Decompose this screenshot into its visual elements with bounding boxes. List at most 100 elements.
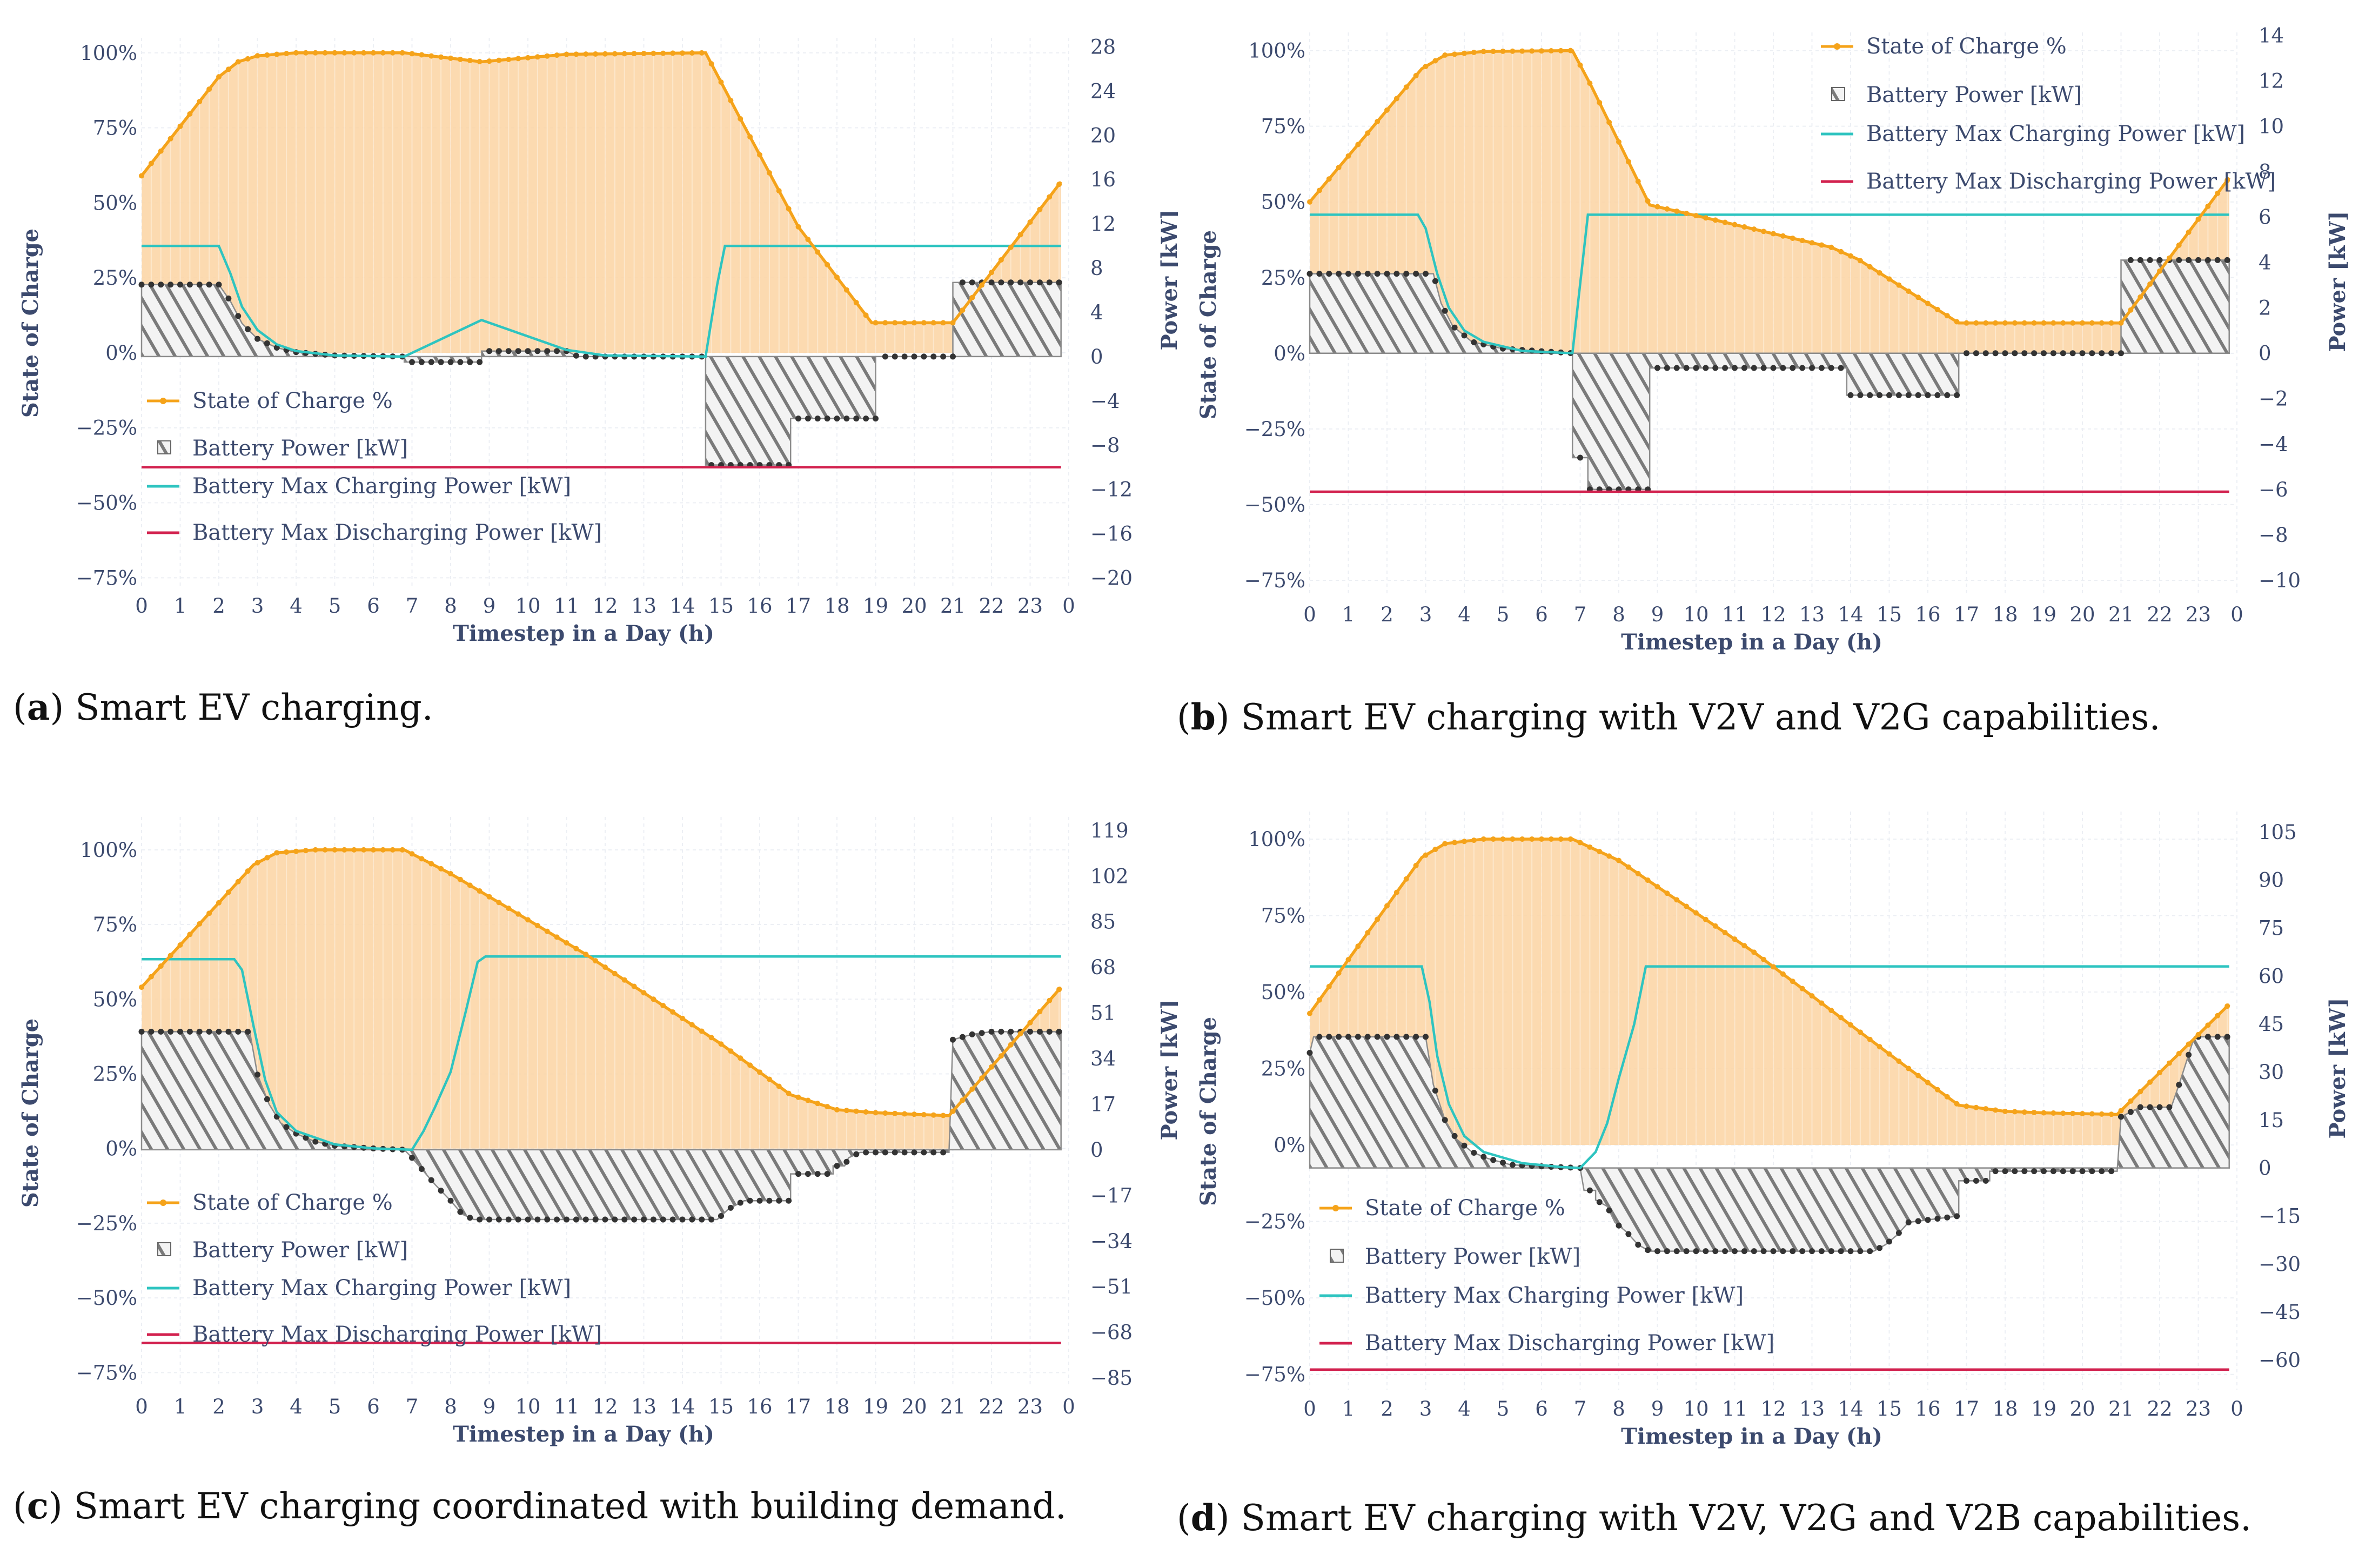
x-tick-label: 7 (406, 594, 419, 618)
soc-point (873, 320, 879, 326)
soc-area (142, 849, 1061, 1149)
x-tick-label: 15 (1877, 1397, 1902, 1420)
battery-power-point (2224, 257, 2230, 263)
soc-point (506, 906, 512, 912)
soc-tick-label: 0% (105, 341, 137, 365)
power-tick-label: −4 (1090, 390, 1120, 413)
soc-point (534, 923, 540, 929)
soc-point (322, 50, 328, 56)
battery-power-point (1036, 279, 1043, 286)
x-tick-label: 6 (367, 1395, 380, 1418)
battery-power-point (940, 1149, 947, 1156)
battery-power-point (186, 1028, 193, 1035)
soc-point (438, 54, 444, 60)
x-tick-label: 14 (669, 594, 695, 618)
power-tick-label: −15 (2259, 1204, 2301, 1228)
battery-power-point (1905, 392, 1912, 398)
soc-point (2195, 216, 2201, 222)
soc-tick-label: −50% (1244, 493, 1305, 517)
soc-point (2099, 1111, 2105, 1117)
battery-power-point (467, 359, 473, 365)
power-tick-label: −16 (1090, 522, 1133, 546)
soc-point (2224, 1003, 2230, 1009)
soc-point (1780, 971, 1786, 977)
x-tick-label: 1 (1342, 1397, 1355, 1420)
battery-power-point (1964, 1177, 1969, 1184)
battery-power-point (1471, 1150, 1477, 1156)
battery-power-point (1654, 1248, 1660, 1255)
soc-point (1751, 226, 1757, 232)
y-axis-title-left: State of Charge (1196, 1017, 1221, 1206)
battery-power-point (1442, 307, 1448, 314)
x-tick-label: 11 (1722, 603, 1747, 626)
soc-point (197, 921, 203, 927)
x-tick-label: 0 (2230, 1397, 2243, 1420)
soc-point (1645, 198, 1651, 204)
battery-power-point (582, 1216, 589, 1223)
x-tick-label: 7 (406, 1395, 419, 1418)
x-tick-label: 12 (1760, 1397, 1786, 1420)
soc-point (1693, 213, 1699, 219)
battery-power-point (1818, 365, 1825, 371)
soc-point (1606, 853, 1612, 859)
battery-power-point (612, 1216, 618, 1223)
soc-point (1452, 51, 1458, 57)
battery-power-point (1934, 1215, 1941, 1222)
legend-battery-swatch (1330, 1249, 1344, 1263)
legend-battery-swatch (157, 1242, 171, 1256)
x-tick-label: 4 (290, 594, 303, 618)
soc-point (1983, 1106, 1989, 1112)
soc-point (738, 1055, 743, 1061)
battery-power-point (467, 1215, 473, 1221)
soc-tick-label: −25% (1244, 418, 1305, 441)
soc-point (409, 51, 415, 57)
soc-point (390, 847, 396, 853)
battery-power-point (911, 1149, 917, 1156)
soc-point (2138, 294, 2143, 300)
legend-soc-marker (1332, 1205, 1339, 1211)
soc-point (1857, 258, 1863, 264)
soc-markers (1307, 836, 2230, 1117)
soc-point (303, 848, 309, 854)
x-tick-label: 13 (1799, 1397, 1825, 1420)
battery-power-point (1790, 1248, 1796, 1255)
battery-power-point (988, 279, 995, 286)
soc-point (332, 50, 338, 56)
battery-power-point (564, 1216, 569, 1223)
soc-point (815, 1101, 821, 1107)
soc-point (399, 50, 405, 56)
soc-point (2186, 229, 2192, 235)
battery-power-point (843, 416, 850, 422)
battery-power-point (1973, 350, 1979, 357)
battery-power-point (534, 348, 541, 354)
soc-point (1027, 219, 1033, 225)
battery-power-point (216, 1028, 222, 1035)
legend-battery-swatch (1831, 87, 1845, 101)
legend-maxcharge-label: Battery Max Charging Power [kW] (1365, 1283, 1744, 1308)
battery-power-point (1693, 1248, 1699, 1255)
legend-battery-label: Battery Power [kW] (192, 436, 408, 461)
x-tick-label: 3 (1419, 1397, 1432, 1420)
battery-power-point (1326, 1034, 1332, 1040)
soc-point (216, 74, 222, 80)
soc-point (1365, 930, 1371, 936)
soc-point (1316, 187, 1322, 193)
soc-point (825, 1104, 830, 1110)
soc-point (998, 257, 1004, 263)
soc-point (515, 911, 521, 917)
power-tick-label: −17 (1090, 1184, 1133, 1207)
soc-point (2089, 1111, 2095, 1117)
soc-point (573, 946, 579, 951)
battery-power-point (824, 1171, 830, 1177)
battery-power-point (196, 1028, 203, 1035)
soc-point (1442, 841, 1448, 847)
soc-point (1886, 276, 1892, 282)
x-tick-label: 4 (1458, 1397, 1471, 1420)
battery-power-point (1915, 392, 1921, 398)
battery-power-point (1982, 1177, 1989, 1184)
soc-point (2041, 320, 2047, 326)
battery-power-point (1413, 271, 1419, 277)
soc-point (757, 1069, 762, 1075)
soc-tick-label: 100% (80, 42, 137, 65)
x-tick-label: 12 (592, 594, 618, 618)
